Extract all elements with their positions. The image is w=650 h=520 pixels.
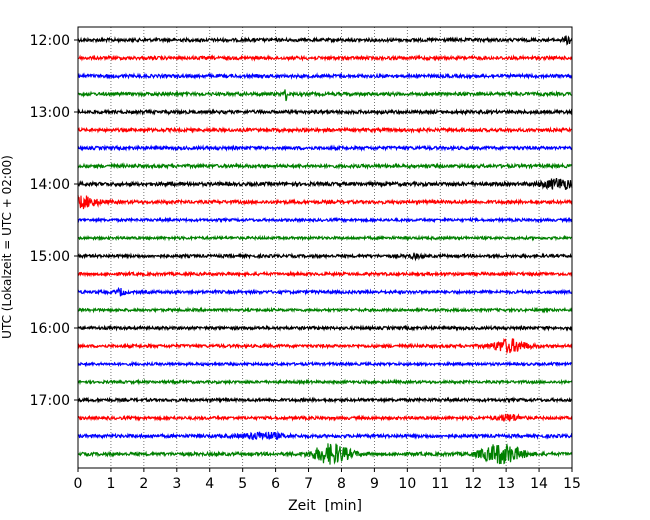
trace-1430 [77, 216, 573, 224]
trace-1530 [77, 286, 573, 297]
y-tick-label: 13:00 [30, 105, 70, 121]
seismic-traces [77, 35, 573, 465]
trace-1645 [77, 378, 573, 386]
x-axis: 0 1 2 3 4 5 6 7 8 9 10 11 12 13 14 15 [74, 468, 581, 492]
trace-1500 [77, 252, 573, 262]
trace-1715 [77, 413, 573, 422]
x-tick-label: 9 [370, 476, 379, 492]
trace-1600 [77, 324, 573, 332]
trace-1515 [77, 270, 573, 278]
y-axis-label: UTC (Lokalzeit = UTC + 02:00) [0, 155, 14, 339]
trace-1415 [77, 195, 573, 210]
x-tick-label: 0 [74, 476, 83, 492]
x-tick-label: 4 [205, 476, 214, 492]
y-tick-label: 17:00 [30, 393, 70, 409]
x-tick-label: 1 [106, 476, 115, 492]
x-tick-label: 14 [530, 476, 548, 492]
x-tick-label: 12 [464, 476, 482, 492]
x-axis-label: Zeit [min] [288, 498, 362, 514]
x-tick-label: 5 [238, 476, 247, 492]
trace-1400 [77, 177, 573, 191]
x-tick-label: 3 [172, 476, 181, 492]
x-tick-label: 2 [139, 476, 148, 492]
trace-1200 [77, 35, 573, 46]
x-tick-label: 10 [398, 476, 416, 492]
trace-1330 [77, 144, 573, 152]
y-axis: 12:00 13:00 14:00 15:00 16:00 17:00 [30, 33, 78, 409]
x-tick-label: 7 [304, 476, 313, 492]
trace-1445 [77, 234, 573, 242]
trace-1615 [77, 337, 573, 355]
plot-frame [77, 26, 573, 469]
x-tick-label: 13 [497, 476, 515, 492]
trace-1345 [77, 162, 573, 170]
y-tick-label: 12:00 [30, 33, 70, 49]
trace-1230 [77, 72, 573, 80]
trace-1630 [77, 360, 573, 368]
trace-1700 [77, 396, 573, 404]
y-tick-label: 16:00 [30, 321, 70, 337]
trace-1315 [77, 126, 573, 134]
x-tick-label: 15 [563, 476, 581, 492]
trace-1300 [77, 108, 573, 116]
trace-1730 [77, 430, 573, 441]
trace-1545 [77, 306, 573, 314]
x-tick-label: 8 [337, 476, 346, 492]
y-tick-label: 15:00 [30, 249, 70, 265]
trace-1245 [77, 89, 573, 102]
x-tick-label: 11 [431, 476, 449, 492]
y-tick-label: 14:00 [30, 177, 70, 193]
trace-1215 [77, 54, 573, 62]
trace-1745 [77, 443, 573, 465]
x-tick-label: 6 [271, 476, 280, 492]
